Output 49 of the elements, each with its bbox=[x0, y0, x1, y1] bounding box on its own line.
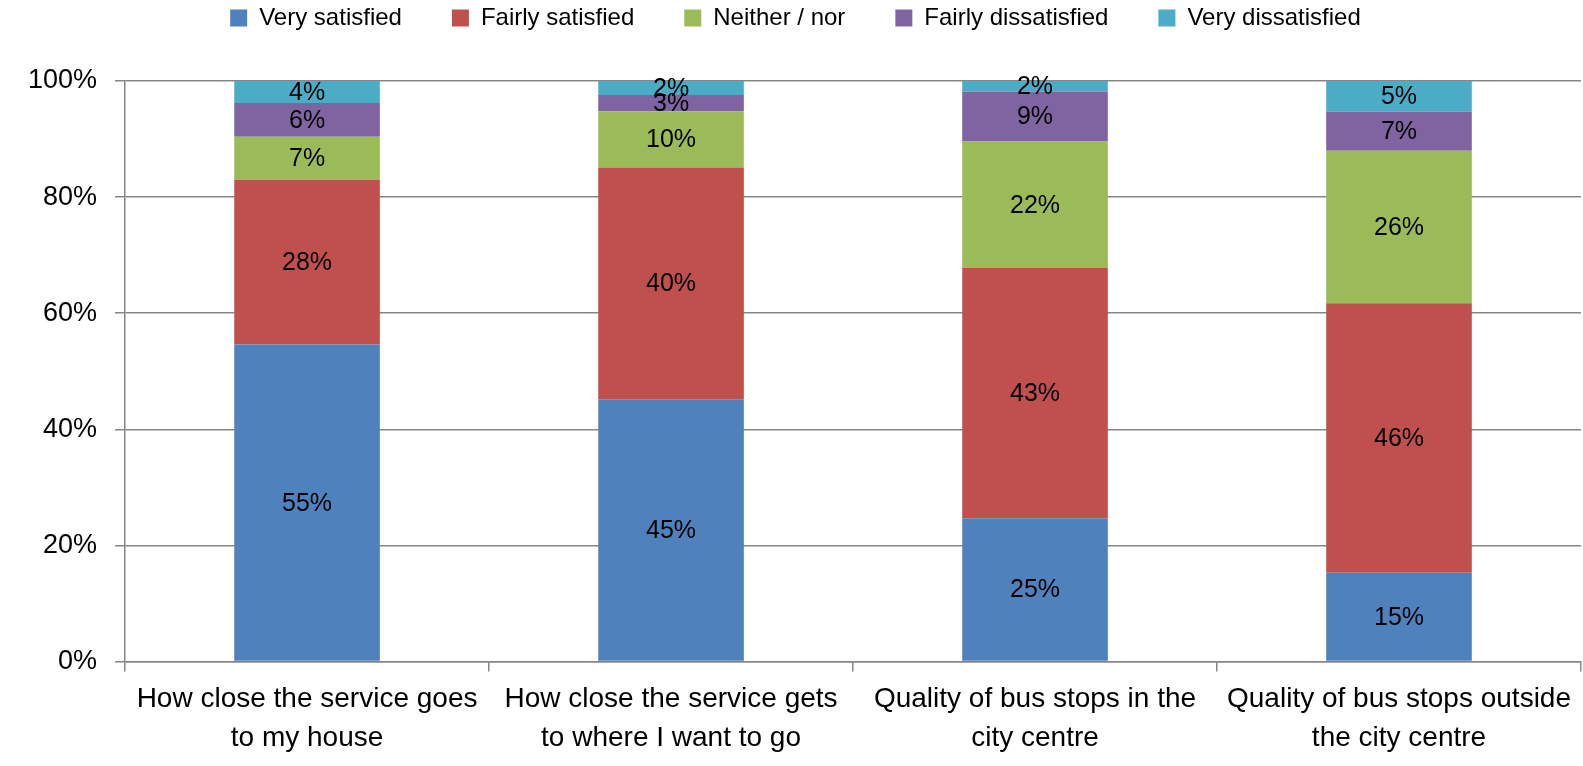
legend-label: Neither / nor bbox=[713, 2, 846, 30]
y-tick-label: 0% bbox=[58, 645, 98, 676]
x-tick-label: Quality of bus stops outside the city centre bbox=[1227, 681, 1571, 753]
legend-label: Very satisfied bbox=[259, 2, 402, 30]
bar bbox=[234, 103, 380, 137]
data-label: 40% bbox=[646, 268, 697, 297]
data-label: 15% bbox=[1373, 601, 1425, 630]
bar bbox=[598, 167, 744, 400]
bar bbox=[598, 399, 744, 661]
bar bbox=[1326, 111, 1472, 151]
data-label: 10% bbox=[646, 124, 697, 153]
bar bbox=[234, 344, 380, 661]
data-label: 7% bbox=[288, 143, 326, 172]
bar bbox=[1326, 303, 1472, 573]
y-tick-label: 80% bbox=[43, 180, 98, 211]
data-label: 46% bbox=[1373, 422, 1425, 451]
y-tick-label: 40% bbox=[43, 412, 98, 443]
bar bbox=[234, 136, 380, 180]
data-label: 9% bbox=[1016, 101, 1054, 130]
x-tick-label: Quality of bus stops in the city centre bbox=[873, 681, 1197, 753]
data-label: 4% bbox=[288, 76, 326, 105]
y-tick-label: 100% bbox=[27, 64, 98, 95]
bar bbox=[962, 518, 1108, 661]
bar bbox=[962, 141, 1108, 268]
bar bbox=[1326, 150, 1472, 304]
x-tick-label: How close the service goes to my house bbox=[136, 681, 478, 753]
legend-label: Fairly satisfied bbox=[480, 2, 635, 30]
data-label: 22% bbox=[1010, 189, 1061, 218]
bar bbox=[962, 267, 1108, 519]
data-label: 5% bbox=[1380, 81, 1418, 110]
data-label: 7% bbox=[1380, 116, 1418, 145]
bar bbox=[234, 81, 380, 104]
bar bbox=[1326, 81, 1472, 112]
data-label: 6% bbox=[288, 104, 326, 133]
data-label: 43% bbox=[1010, 377, 1061, 406]
bar bbox=[234, 179, 380, 345]
data-label: 25% bbox=[1010, 574, 1061, 603]
legend-label: Very dissatisfied bbox=[1187, 2, 1361, 30]
bar bbox=[598, 111, 744, 168]
x-tick-label: How close the service gets to where I want to go bbox=[504, 681, 838, 753]
data-label: 2% bbox=[1016, 71, 1054, 100]
data-label: 28% bbox=[282, 247, 333, 276]
bar bbox=[1326, 572, 1472, 661]
y-tick-label: 20% bbox=[43, 528, 98, 559]
data-label: 45% bbox=[646, 514, 697, 543]
y-tick-label: 60% bbox=[43, 296, 98, 327]
data-label: 26% bbox=[1373, 211, 1425, 240]
legend-label: Fairly dissatisfied bbox=[924, 2, 1109, 30]
data-label: 55% bbox=[282, 487, 333, 516]
